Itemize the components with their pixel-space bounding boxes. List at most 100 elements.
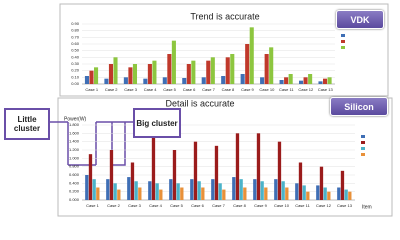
bar [113,57,118,84]
bar [167,54,172,84]
bar [84,76,90,84]
charts: Trend is accurate Detail is accurate Pow… [48,3,393,217]
bar [147,64,152,84]
y-tick-label: 0.50 [71,48,80,53]
bar [274,179,278,200]
bar [172,150,177,200]
x-tick-label: Case 13 [337,203,353,208]
bar [239,179,243,200]
chart-title: Trend is accurate [190,11,259,21]
bar [269,47,274,84]
bar [302,185,306,200]
y-axis-label: Power(W) [64,116,87,122]
bar [348,191,352,200]
x-tick-label: Case 9 [254,203,267,208]
bar [210,57,215,84]
y-tick-label: 0.800 [69,164,80,169]
x-tick-label: Case 10 [274,203,290,208]
bar [214,145,219,200]
x-tick-label: Case 5 [163,87,176,92]
bar [89,70,94,84]
x-tick-label: Case 10 [259,87,275,92]
bar [281,181,285,200]
x-tick-label: Case 12 [298,87,314,92]
bar [152,60,157,84]
bar [340,170,345,200]
x-tick-label: Case 11 [279,87,294,92]
bar [264,187,268,200]
legend-swatch [361,153,365,156]
x-tick-label: Case 5 [170,203,183,208]
bar [96,187,100,200]
x-tick-label: Case 2 [105,87,118,92]
bar [256,133,261,200]
bar [277,141,282,200]
bar [308,74,313,84]
y-tick-label: 0.10 [71,74,80,79]
legend-swatch [361,147,365,150]
bar [218,183,222,200]
y-tick-label: 0.40 [71,54,80,59]
bar [284,77,289,84]
bar [225,57,230,84]
y-tick-label: 0.20 [71,68,80,73]
bar [138,187,142,200]
y-tick-label: 0.70 [71,34,80,39]
bar [316,185,320,200]
bar [94,67,99,84]
y-tick-label: 0.90 [71,21,80,26]
vdk-badge: VDK [336,10,384,29]
y-tick-label: 1.000 [69,155,80,160]
y-tick-label: 0.600 [69,172,80,177]
callout-lines [48,121,135,166]
legend-swatch [341,46,345,49]
bar [240,74,245,84]
bar [108,64,114,84]
bar [201,187,205,200]
bar [245,44,250,84]
y-tick-label: 0.200 [69,189,80,194]
x-tick-label: Case 7 [202,87,215,92]
bar [318,81,323,84]
x-tick-label: Case 7 [212,203,225,208]
bar [176,183,180,200]
x-tick-label: Case 11 [295,203,310,208]
bar [190,179,194,200]
bar [319,166,324,200]
y-tick-label: 0.000 [69,197,80,202]
bar [264,54,269,84]
x-tick-label: Case 8 [233,203,246,208]
y-tick-label: 1.800 [69,122,80,127]
bar [235,133,240,200]
bar [191,60,196,84]
y-tick-label: 0.400 [69,180,80,185]
bar [180,187,184,200]
x-tick-label: Case 6 [191,203,204,208]
bar [134,181,138,200]
bar [285,187,289,200]
silicon-badge: Silicon [330,97,388,116]
x-tick-label: Case 9 [241,87,254,92]
bar [162,77,167,84]
bar [288,74,293,84]
bar [327,191,331,200]
bar [221,76,226,84]
x-tick-label: Case 6 [183,87,196,92]
legend-swatch [341,34,345,37]
bar [186,64,191,84]
x-tick-label: Case 1 [86,203,99,208]
x-tick-label: Case 3 [124,87,137,92]
x-tick-label: Case 4 [144,87,157,92]
x-tick-label: Case 3 [128,203,141,208]
bar [123,77,128,84]
bar [303,77,308,84]
bar [182,78,187,84]
big-cluster-note: Big cluster [133,108,181,138]
bar [117,189,121,200]
bar [260,181,264,200]
bar [155,183,159,200]
bar [260,77,265,84]
bar [298,80,304,84]
y-tick-label: 0.80 [71,28,80,33]
bar [206,60,211,84]
